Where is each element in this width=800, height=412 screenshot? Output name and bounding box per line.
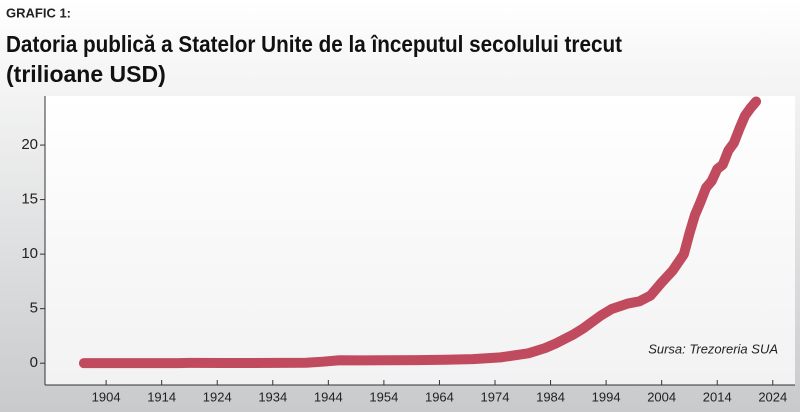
y-tick-label: 0 bbox=[30, 354, 38, 371]
x-tick-label: 2004 bbox=[647, 389, 676, 404]
x-tick-label: 1984 bbox=[536, 389, 565, 404]
x-tick-label: 1914 bbox=[147, 389, 176, 404]
chart-subtitle: (trilioane USD) bbox=[6, 61, 166, 87]
chart-title: Datoria publică a Statelor Unite de la î… bbox=[6, 31, 622, 57]
plot-area bbox=[45, 96, 795, 385]
x-tick-label: 1904 bbox=[92, 389, 121, 404]
x-tick-label: 2014 bbox=[703, 389, 732, 404]
x-tick-label: 2024 bbox=[758, 389, 787, 404]
kicker: GRAFIC 1: bbox=[6, 5, 71, 20]
y-tick-label: 10 bbox=[21, 245, 38, 262]
x-tick-label: 1964 bbox=[425, 389, 454, 404]
x-tick-label: 1944 bbox=[314, 389, 343, 404]
y-tick-label: 20 bbox=[21, 136, 38, 153]
x-tick-label: 1934 bbox=[258, 389, 287, 404]
y-tick-label: 15 bbox=[21, 191, 38, 208]
y-tick-label: 5 bbox=[30, 300, 38, 317]
source: Sursa: Trezoreria SUA bbox=[648, 341, 778, 356]
x-tick-label: 1924 bbox=[203, 389, 232, 404]
x-tick-label: 1994 bbox=[592, 389, 621, 404]
x-tick-label: 1954 bbox=[369, 389, 398, 404]
data-line bbox=[78, 96, 762, 369]
x-tick-label: 1974 bbox=[481, 389, 510, 404]
